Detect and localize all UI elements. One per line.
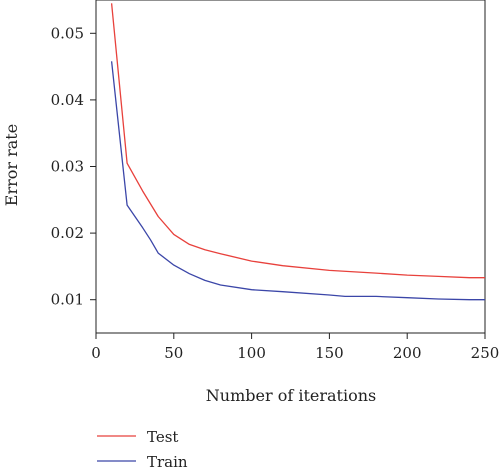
series-lines <box>110 3 485 301</box>
legend: Test Train <box>97 428 188 471</box>
x-tick-label: 100 <box>237 344 266 362</box>
y-tick-label: 0.01 <box>51 291 84 309</box>
y-tick-label: 0.03 <box>51 158 84 176</box>
plot-frame <box>95 0 486 334</box>
y-tick-label: 0.02 <box>51 224 84 242</box>
legend-label-train: Train <box>147 453 188 471</box>
x-tick-label: 0 <box>91 344 101 362</box>
x-tick-label: 50 <box>164 344 183 362</box>
y-axis-ticks: 0.01 0.02 0.03 0.04 0.05 <box>51 24 96 309</box>
x-axis-label: Number of iterations <box>206 386 376 405</box>
x-tick-label: 250 <box>471 344 500 362</box>
legend-label-test: Test <box>147 428 178 446</box>
series-line-train <box>110 61 485 301</box>
x-tick-label: 200 <box>393 344 422 362</box>
y-tick-label: 0.04 <box>51 91 84 109</box>
x-axis-ticks: 0 50 100 150 200 250 <box>91 333 499 362</box>
y-tick-label: 0.05 <box>51 24 84 42</box>
y-axis-label: Error rate <box>2 124 21 206</box>
x-tick-label: 150 <box>315 344 344 362</box>
series-line-test <box>110 3 485 279</box>
